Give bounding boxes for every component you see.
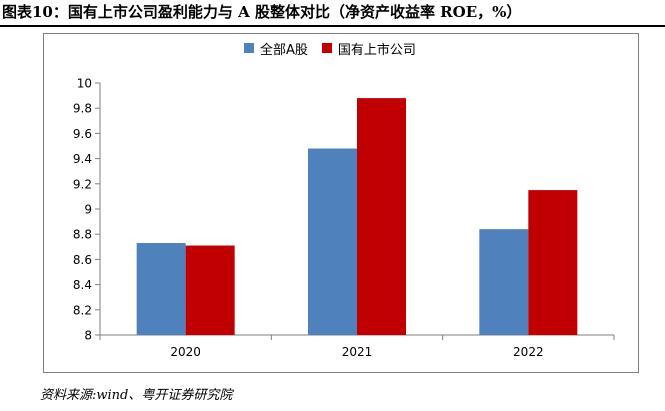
y-tick-label: 8.8 — [73, 228, 92, 242]
legend-swatch-series-b — [321, 43, 332, 53]
legend-label-series-a: 全部A股 — [260, 42, 308, 58]
y-tick-label: 8.4 — [73, 278, 92, 292]
y-tick-label: 9.4 — [73, 152, 92, 166]
x-tick-label: 2021 — [342, 345, 373, 359]
title-rule — [0, 25, 665, 27]
bar-series-b — [528, 190, 578, 335]
y-tick-label: 8 — [84, 329, 92, 343]
legend-item-series-a: 全部A股 — [244, 39, 308, 58]
legend-swatch-series-a — [244, 43, 254, 53]
x-tick-label: 2022 — [513, 345, 544, 359]
chart-legend: 全部A股 国有上市公司 — [244, 39, 416, 58]
y-tick-label: 8.6 — [73, 253, 92, 267]
y-tick-label: 10 — [77, 77, 92, 91]
y-tick-label: 9.2 — [73, 177, 92, 191]
legend-item-series-b: 国有上市公司 — [321, 39, 416, 58]
bar-series-b — [185, 245, 235, 335]
y-tick-label: 9.8 — [73, 102, 92, 116]
chart-title: 图表10：国有上市公司盈利能力与 A 股整体对比（净资产收益率 ROE，%） — [2, 3, 522, 21]
bar-series-b — [357, 98, 406, 336]
bar-series-a — [308, 148, 357, 335]
y-tick-label: 9.6 — [73, 127, 92, 141]
legend-label-series-b: 国有上市公司 — [337, 42, 416, 58]
x-tick-label: 2020 — [170, 345, 201, 359]
y-tick-label: 9 — [84, 203, 92, 217]
source-note: 资料来源:wind、粤开证券研究院 — [40, 388, 233, 403]
bar-series-a — [136, 243, 186, 335]
chart-frame — [43, 33, 639, 373]
bar-series-a — [479, 229, 529, 335]
y-tick-label: 8.2 — [73, 303, 92, 317]
